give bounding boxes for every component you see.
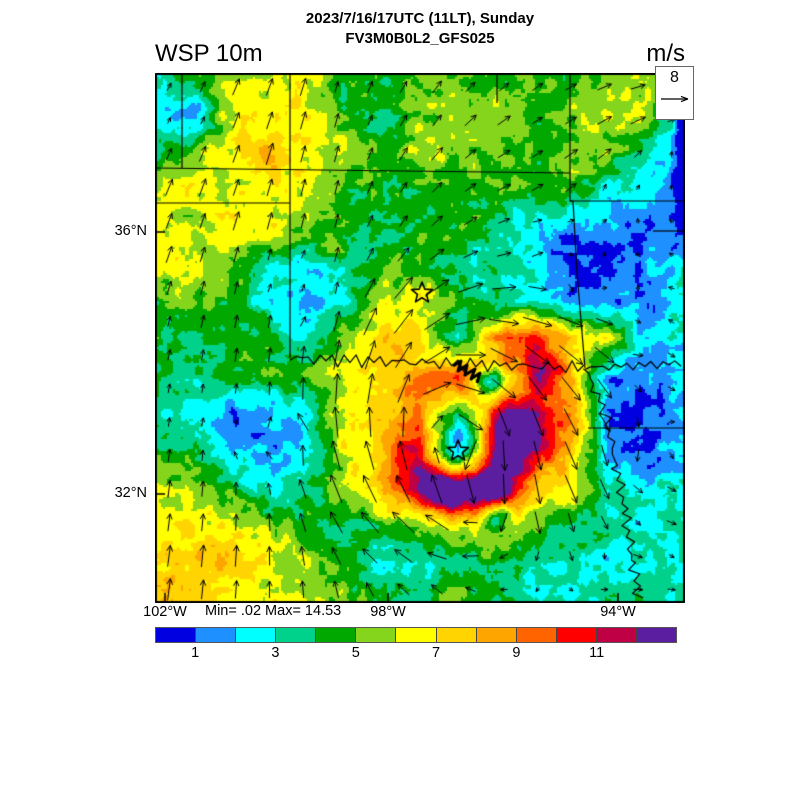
colorbar-segment (356, 628, 397, 642)
valid-time-title: 2023/7/16/17UTC (11LT), Sunday (305, 10, 535, 27)
colorbar-segment (476, 628, 517, 642)
colorbar-segment (156, 628, 197, 642)
colorbar-tick-label: 7 (432, 645, 441, 661)
colorbar-segment (316, 628, 357, 642)
lat-tick-label: 32°N (114, 485, 147, 501)
colorbar-tick-label: 11 (589, 645, 605, 661)
colorbar-tick-label: 3 (271, 645, 280, 661)
reference-vector-box: 8 (655, 66, 694, 120)
reference-vector-arrow-icon (660, 95, 688, 103)
wind-speed-map (155, 73, 685, 603)
colorbar-tick-label: 5 (351, 645, 360, 661)
field-name-label: WSP 10m (155, 40, 263, 67)
minmax-annotation: Min= .02 Max= 14.53 (205, 603, 342, 619)
colorbar-tick-label: 1 (191, 645, 200, 661)
colorbar (155, 627, 677, 643)
units-label: m/s (646, 40, 685, 67)
colorbar-tick-label: 9 (512, 645, 521, 661)
lat-tick-label: 36°N (114, 223, 147, 239)
colorbar-segment (556, 628, 597, 642)
colorbar-segment (436, 628, 477, 642)
colorbar-segment (236, 628, 277, 642)
model-run-title: FV3M0B0L2_GFS025 (345, 30, 495, 47)
lon-tick-label: 102°W (143, 604, 187, 620)
lon-tick-label: 94°W (600, 604, 636, 620)
colorbar-segment (396, 628, 437, 642)
colorbar-segment (516, 628, 557, 642)
colorbar-segment (196, 628, 237, 642)
colorbar-segment (596, 628, 637, 642)
reference-vector-value: 8 (670, 69, 679, 86)
colorbar-segment (636, 628, 677, 642)
colorbar-segment (276, 628, 317, 642)
lon-tick-label: 98°W (370, 604, 406, 620)
